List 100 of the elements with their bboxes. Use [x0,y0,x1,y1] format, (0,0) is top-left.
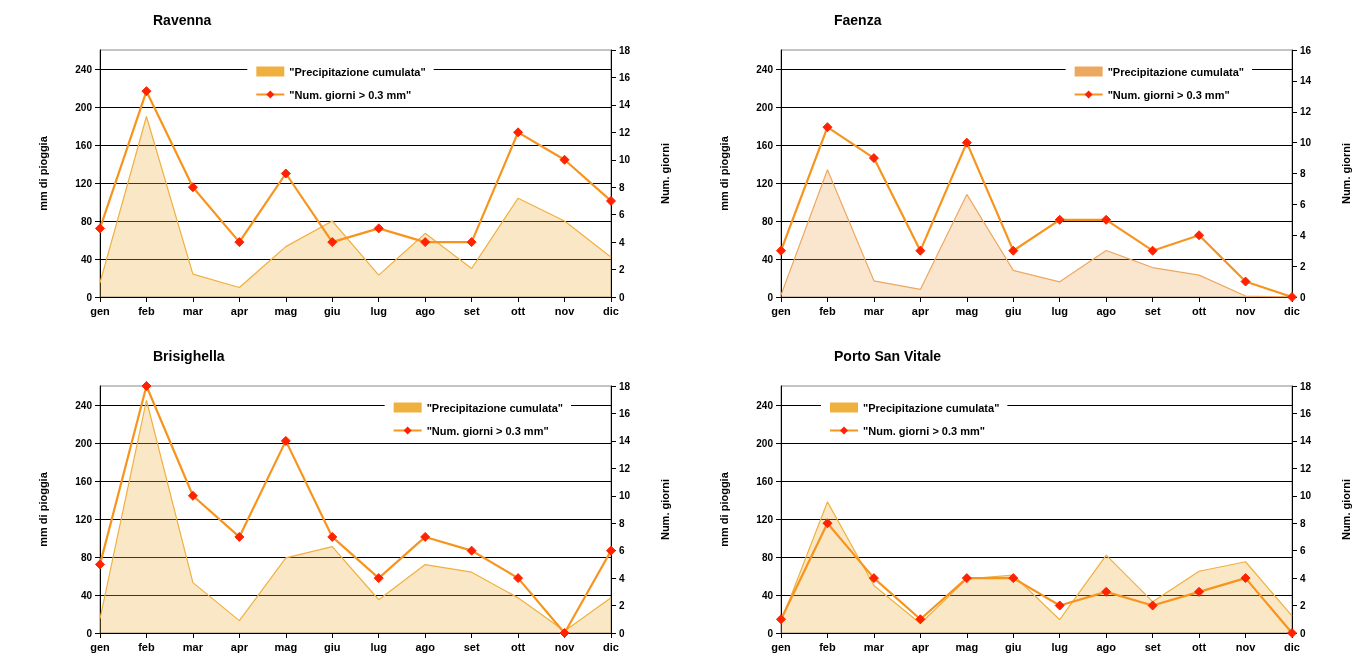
y2-tick-label: 6 [619,545,625,557]
x-tick-label: feb [819,640,836,653]
x-tick-label: nov [1235,304,1257,317]
x-tick-label: feb [819,304,836,317]
legend-label: "Precipitazione cumulata" [1107,65,1244,78]
y-tick-label: 120 [756,177,774,189]
x-tick-label: set [1144,640,1161,653]
y2-tick-label: 14 [1300,435,1312,447]
x-tick-label: lug [370,640,387,653]
y-tick-label: 160 [75,475,93,487]
x-tick-label: ago [1096,640,1117,653]
y-tick-label: 240 [756,399,774,411]
x-tick-label: lug [1051,304,1068,317]
x-tick-label: ago [415,304,436,317]
x-tick-label: gen [90,640,111,653]
y-tick-label: 40 [761,253,774,265]
y-tick-label: 160 [75,139,93,151]
y2-tick-label: 0 [619,627,625,639]
y2-tick-label: 6 [1300,198,1306,210]
y2-tick-label: 4 [619,236,625,248]
x-tick-label: apr [230,304,249,317]
y2-tick-label: 18 [619,380,631,392]
x-tick-label: giu [1005,640,1022,653]
x-tick-label: ott [1192,304,1207,317]
legend-label: "Num. giorni > 0.3 mm" [1107,88,1230,101]
y2-tick-label: 16 [619,407,631,419]
x-tick-label: gen [771,640,792,653]
y-axis-title: mm di pioggia [36,135,49,211]
y2-axis-title: Num. giorni [658,142,671,205]
y2-axis-title: Num. giorni [658,478,671,541]
y-tick-label: 160 [756,475,774,487]
y-tick-label: 240 [75,63,93,75]
y2-tick-label: 2 [619,600,625,612]
y2-tick-label: 12 [619,462,631,474]
y2-tick-label: 14 [1300,75,1312,87]
y2-tick-label: 6 [619,209,625,221]
y-tick-label: 120 [75,513,93,525]
y2-axis-title: Num. giorni [1339,142,1352,205]
legend-label: "Precipitazione cumulata" [426,401,563,414]
y-tick-label: 200 [756,437,774,449]
x-tick-label: gen [771,304,792,317]
y2-tick-label: 2 [1300,600,1306,612]
y2-tick-label: 0 [619,291,625,303]
chart-title: Brisighella [153,348,225,364]
y-tick-label: 0 [86,627,93,639]
y2-tick-label: 14 [619,99,631,111]
y2-tick-label: 10 [619,154,631,166]
y2-tick-label: 4 [619,572,625,584]
x-tick-label: lug [370,304,387,317]
y-tick-label: 80 [80,215,93,227]
y-tick-label: 200 [75,101,93,113]
y-tick-label: 200 [75,437,93,449]
chart-title: Porto San Vitale [834,348,942,364]
y-tick-label: 120 [75,177,93,189]
x-tick-label: giu [1005,304,1022,317]
y2-tick-label: 12 [1300,106,1312,118]
x-tick-label: nov [1235,640,1257,653]
x-tick-label: mar [863,304,885,317]
x-tick-label: set [463,304,480,317]
x-tick-label: feb [138,304,155,317]
legend-label: "Num. giorni > 0.3 mm" [863,424,985,437]
y-tick-label: 0 [767,627,774,639]
y2-tick-label: 12 [1300,462,1312,474]
x-tick-label: set [1144,304,1161,317]
y-tick-label: 40 [80,253,93,265]
y2-tick-label: 10 [619,490,631,502]
y2-tick-label: 2 [1300,260,1306,272]
x-tick-label: dic [1284,640,1300,653]
x-tick-label: mag [955,640,979,653]
chart-title: Faenza [834,12,882,28]
y2-tick-label: 8 [1300,517,1306,529]
y2-tick-label: 14 [619,435,631,447]
y-tick-label: 40 [761,589,774,601]
y2-tick-label: 4 [1300,572,1306,584]
x-tick-label: mar [863,640,885,653]
y-tick-label: 80 [80,551,93,563]
x-tick-label: lug [1051,640,1068,653]
y2-tick-label: 6 [1300,545,1306,557]
y-tick-label: 240 [75,399,93,411]
y2-tick-label: 16 [619,71,631,83]
x-tick-label: mag [274,640,298,653]
x-tick-label: ott [1192,640,1207,653]
x-tick-label: feb [138,640,155,653]
y-tick-label: 0 [767,291,774,303]
x-tick-label: nov [554,640,576,653]
chart-title: Ravenna [153,12,212,28]
x-tick-label: ago [1096,304,1117,317]
y-tick-label: 80 [761,215,774,227]
y-tick-label: 240 [756,63,774,75]
x-tick-label: set [463,640,480,653]
y2-tick-label: 8 [619,181,625,193]
y-axis-title: mm di pioggia [717,471,730,547]
y2-tick-label: 8 [619,517,625,529]
x-tick-label: dic [603,304,619,317]
legend-label: "Precipitazione cumulata" [289,65,426,78]
x-tick-label: mag [955,304,979,317]
y2-tick-label: 4 [1300,229,1306,241]
x-tick-label: apr [911,304,930,317]
x-tick-label: mag [274,304,298,317]
y2-axis-title: Num. giorni [1339,478,1352,541]
